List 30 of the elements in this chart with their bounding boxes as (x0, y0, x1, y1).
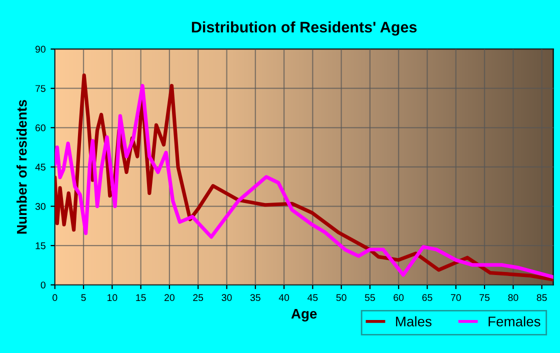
x-tick-label: 45 (307, 294, 318, 302)
legend-label: Females (488, 316, 540, 326)
x-tick-label: 75 (480, 294, 490, 302)
y-tick-label: 15 (36, 242, 46, 250)
x-tick-label: 85 (536, 294, 547, 302)
y-tick-label: 45 (35, 164, 46, 171)
x-tick-label: 40 (278, 294, 290, 302)
y-axis-title: Number of residents (16, 100, 27, 234)
y-tick-label: 75 (36, 85, 46, 92)
x-tick-label: 65 (422, 294, 432, 302)
x-tick-label: 70 (450, 294, 461, 302)
y-tick-label: 90 (35, 46, 46, 53)
x-tick-label: 0 (52, 294, 58, 302)
y-tick-label: 0 (40, 282, 46, 288)
x-tick-label: 15 (136, 294, 146, 302)
x-tick-label: 30 (222, 294, 232, 302)
x-tick-label: 50 (336, 294, 346, 302)
x-tick-label: 5 (81, 294, 86, 302)
legend-label: Males (396, 316, 432, 326)
x-tick-label: 80 (508, 294, 518, 302)
x-tick-label: 60 (394, 294, 404, 302)
x-tick-label: 25 (193, 294, 204, 302)
x-tick-label: 20 (164, 294, 174, 302)
y-tick-label: 30 (35, 203, 46, 210)
x-tick-label: 55 (364, 294, 375, 302)
x-axis-title: Age (291, 308, 317, 322)
y-tick-label: 60 (36, 124, 46, 132)
x-tick-label: 10 (108, 294, 118, 302)
chart-title: Distribution of Residents' Ages (192, 21, 417, 36)
x-tick-label: 35 (250, 294, 260, 302)
